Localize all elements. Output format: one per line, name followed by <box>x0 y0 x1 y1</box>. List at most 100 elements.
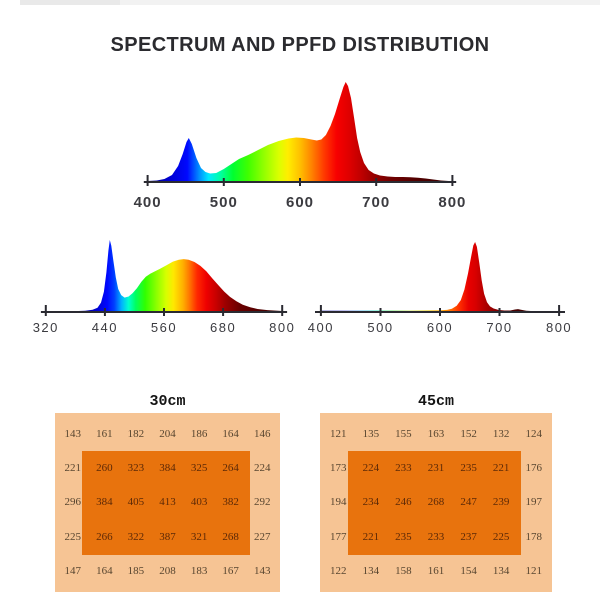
ppfd-cell: 224 <box>362 462 380 475</box>
tick-label: 800 <box>438 194 467 211</box>
ppfd-cell: 221 <box>492 462 510 475</box>
ppfd-cell: 121 <box>525 564 542 577</box>
ppfd-cell: 182 <box>127 428 145 441</box>
ppfd-cell: 247 <box>460 496 477 509</box>
ppfd-cell: 121 <box>330 428 347 441</box>
ppfd-cell: 124 <box>525 428 542 441</box>
ppfd-cell: 234 <box>362 496 380 509</box>
white-spectrum-chart: 320 440 560 680 800 <box>32 226 296 338</box>
ppfd-cell: 237 <box>460 530 477 543</box>
tick-label: 440 <box>91 320 118 335</box>
ppfd-cell: 296 <box>64 496 82 509</box>
ppfd-cell: 321 <box>190 530 208 543</box>
tick-label: 500 <box>209 194 238 211</box>
ppfd-cell: 231 <box>427 462 445 475</box>
ppfd-cell: 382 <box>222 496 239 509</box>
ppfd-cell: 158 <box>395 564 412 577</box>
white-spectrum-plot <box>40 240 288 316</box>
ppfd-cell: 227 <box>253 530 271 543</box>
tick-label: 800 <box>545 320 573 335</box>
ppfd-cell: 239 <box>492 496 510 509</box>
top-decorative-strip <box>20 0 600 5</box>
ppfd-cell: 135 <box>362 428 380 441</box>
ppfd-cell: 323 <box>127 462 145 475</box>
x-axis-labels: 400 500 600 700 800 <box>308 320 571 338</box>
ppfd-cell: 264 <box>222 462 239 475</box>
ppfd-cell: 322 <box>127 530 145 543</box>
tick-label: 560 <box>150 320 178 335</box>
ppfd-cell: 122 <box>330 564 347 577</box>
ppfd-cell: 143 <box>253 564 271 577</box>
ppfd-cell: 134 <box>362 564 380 577</box>
ppfd-cell: 146 <box>253 428 271 441</box>
ppfd-cell: 194 <box>330 496 347 509</box>
tick-label: 320 <box>32 320 59 335</box>
x-axis-labels: 400 500 600 700 800 <box>134 194 466 212</box>
ppfd-cell: 387 <box>159 530 176 543</box>
ppfd-cell: 161 <box>427 564 445 577</box>
ppfd-table-30cm-title: 30cm <box>149 393 186 410</box>
ppfd-cell: 224 <box>253 462 271 475</box>
ppfd-cell: 143 <box>64 428 82 441</box>
ppfd-cell: 164 <box>222 428 239 441</box>
ppfd-cell: 177 <box>330 530 347 543</box>
ppfd-cell: 167 <box>222 564 239 577</box>
deep-red-spectrum-chart: 400 500 600 700 800 <box>308 226 571 338</box>
x-axis-labels: 320 440 560 680 800 <box>32 320 296 338</box>
ppfd-cell: 163 <box>427 428 445 441</box>
ppfd-cell: 221 <box>64 462 82 475</box>
ppfd-cell: 185 <box>127 564 145 577</box>
ppfd-table-30cm: 30cm 143 161 182 204 186 164 146 221 260 323 384 32… <box>55 393 280 592</box>
ppfd-cell: 132 <box>492 428 510 441</box>
spectrum-area <box>147 82 453 182</box>
ppfd-cell: 384 <box>159 462 176 475</box>
ppfd-cell: 225 <box>492 530 510 543</box>
spectrum-area <box>320 242 560 312</box>
combined-spectrum-plot <box>143 82 457 186</box>
ppfd-cell: 246 <box>395 496 412 509</box>
tick-label: 680 <box>210 320 237 335</box>
tick-label: 800 <box>269 320 296 335</box>
ppfd-cell: 413 <box>159 496 176 509</box>
ppfd-cell: 268 <box>427 496 445 509</box>
ppfd-grid: 143 161 182 204 186 164 146 221 260 323 384 325 264 2… <box>55 413 280 592</box>
ppfd-cell: 266 <box>96 530 113 543</box>
tick-label: 600 <box>426 320 454 335</box>
top-decorative-strip-left <box>20 0 120 5</box>
ppfd-cell: 204 <box>159 428 176 441</box>
ppfd-cell: 235 <box>460 462 477 475</box>
spectrum-area <box>45 240 283 312</box>
ppfd-cell: 154 <box>460 564 477 577</box>
ppfd-cell: 225 <box>64 530 82 543</box>
ppfd-cell: 292 <box>253 496 271 509</box>
ppfd-cell: 233 <box>395 462 412 475</box>
ppfd-cell: 178 <box>525 530 542 543</box>
ppfd-cell: 208 <box>159 564 176 577</box>
ppfd-table-45cm: 45cm 121 135 155 163 152 132 124 173 224 233 231 23… <box>320 393 552 592</box>
ppfd-inner-zone <box>82 451 250 556</box>
ppfd-cell: 173 <box>330 462 347 475</box>
ppfd-cell: 260 <box>96 462 113 475</box>
ppfd-cell: 134 <box>492 564 510 577</box>
ppfd-cell: 268 <box>222 530 239 543</box>
ppfd-table-45cm-title: 45cm <box>417 393 454 410</box>
ppfd-cell: 186 <box>190 428 208 441</box>
ppfd-cell: 183 <box>190 564 208 577</box>
deep-red-spectrum-plot <box>315 242 565 316</box>
ppfd-inner-zone <box>347 451 521 556</box>
ppfd-cell: 147 <box>64 564 82 577</box>
ppfd-cell: 235 <box>395 530 412 543</box>
combined-spectrum-chart: 400 500 600 700 800 <box>134 74 466 212</box>
ppfd-grid: 121 135 155 163 152 132 124 173 224 233 231 235 221 1… <box>320 413 552 592</box>
ppfd-cell: 161 <box>96 428 113 441</box>
tick-label: 400 <box>133 194 162 211</box>
ppfd-cell: 233 <box>427 530 445 543</box>
page-title: SPECTRUM AND PPFD DISTRIBUTION <box>110 34 490 56</box>
ppfd-cell: 176 <box>525 462 542 475</box>
tick-label: 700 <box>486 320 513 335</box>
tick-label: 600 <box>285 194 315 211</box>
tick-label: 700 <box>362 194 391 211</box>
ppfd-cell: 152 <box>460 428 477 441</box>
ppfd-cell: 403 <box>190 496 208 509</box>
